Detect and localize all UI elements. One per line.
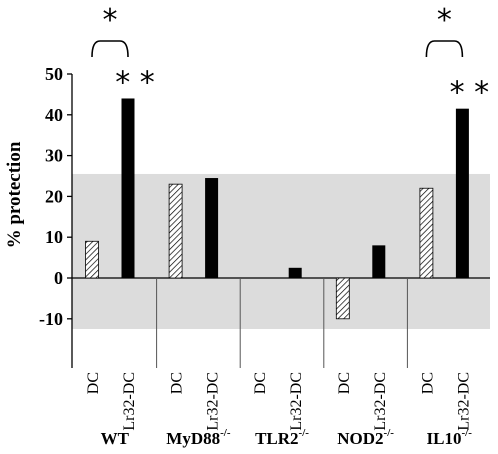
bar-category-label: DC [336,372,353,394]
bar-category-label: DC [419,372,436,394]
bracket-asterisk: * [437,3,452,38]
bar-MyD88-Lr32-DC [205,178,219,278]
bar-category-label: Lr32-DC [121,372,138,431]
y-tick-label: 10 [45,227,63,247]
bracket-asterisk: * [103,3,118,38]
y-tick-label: 40 [45,105,63,125]
group-label-WT: WT [101,429,130,448]
bar-IL10-Lr32-DC [455,108,469,279]
bar-category-label: Lr32-DC [288,372,305,431]
group-label-MyD88: MyD88-/- [166,427,231,448]
bar-WT-DC [85,240,99,279]
group-label-IL10: IL10-/- [427,427,473,448]
y-tick-label: -10 [39,309,63,329]
bar-category-label: Lr32-DC [455,372,472,431]
bar-NOD2-Lr32-DC [372,245,386,278]
y-tick-label: 20 [45,186,63,206]
bar-asterisks: * * [450,76,490,111]
bar-category-label: Lr32-DC [372,372,389,431]
bar-IL10-DC [419,187,434,279]
bar-category-label: DC [169,372,186,394]
bar-asterisks: * * [115,65,155,100]
bar-TLR2-Lr32-DC [288,267,302,278]
y-axis-label: % protection [4,141,25,248]
significance-bracket [425,40,464,58]
y-tick-label: 30 [45,146,63,166]
bar-category-label: DC [85,372,102,394]
y-tick-label: 50 [45,64,63,84]
bar-MyD88-DC [168,183,183,279]
group-label-TLR2: TLR2-/- [255,427,309,448]
bar-category-label: DC [252,372,269,394]
bar-NOD2-DC [335,277,350,320]
y-tick-label: 0 [54,268,63,288]
significance-bracket [91,40,129,58]
bar-category-label: Lr32-DC [205,372,222,431]
group-label-NOD2: NOD2-/- [337,427,394,448]
bar-WT-Lr32-DC [121,98,135,278]
